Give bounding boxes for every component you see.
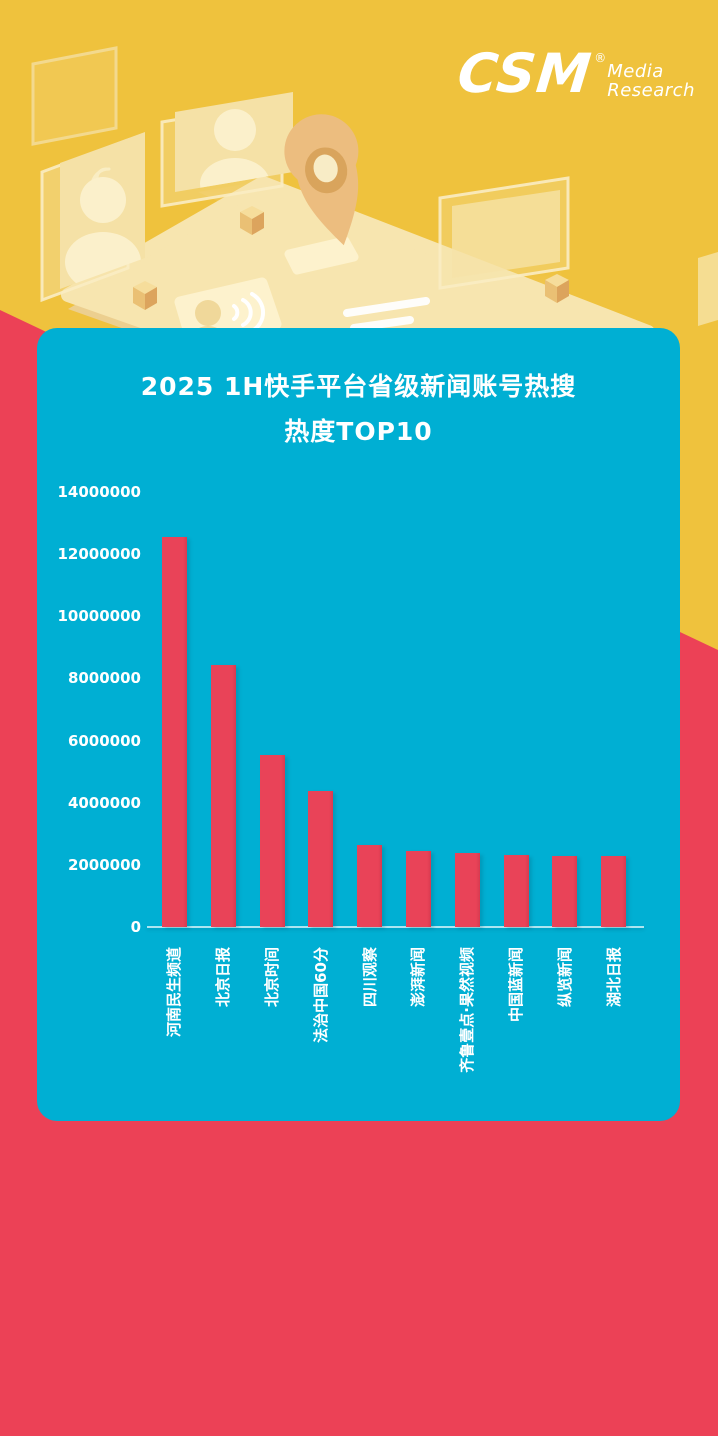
bar xyxy=(357,845,383,927)
y-axis-tick-label: 6000000 xyxy=(67,731,141,750)
text-lines-icon xyxy=(343,297,430,332)
y-axis-tick-label: 10000000 xyxy=(57,607,142,626)
cube-icon xyxy=(133,281,157,310)
chart-title-line1: 2025 1H快手平台省级新闻账号热搜 xyxy=(140,372,577,401)
y-axis-tick-label: 12000000 xyxy=(57,545,142,564)
bar xyxy=(161,536,187,927)
x-axis-tick-label: 四川观察 xyxy=(360,947,379,1008)
x-axis-tick-label: 纵览新闻 xyxy=(555,947,574,1008)
x-axis-line xyxy=(147,926,644,928)
bar xyxy=(552,855,578,927)
y-axis-tick-label: 8000000 xyxy=(67,669,141,688)
tablet-card-icon xyxy=(284,236,359,275)
y-axis-tick-label: 0 xyxy=(130,918,141,936)
y-axis-tick-label: 4000000 xyxy=(67,793,141,812)
bar xyxy=(259,754,285,927)
x-axis-tick-label: 北京日报 xyxy=(214,947,233,1008)
x-axis-tick-label: 河南民生频道 xyxy=(165,947,184,1038)
bar xyxy=(601,856,627,927)
csm-logo-subtitle-line1: Media xyxy=(607,61,664,82)
csm-logo-subtitle: Media Research xyxy=(607,62,695,100)
chart-title-line2: 热度TOP10 xyxy=(284,417,433,446)
tablet-illustration xyxy=(31,46,718,345)
photo-frame-icon xyxy=(31,46,118,146)
x-axis-tick-label: 澎湃新闻 xyxy=(409,947,428,1008)
registered-mark-icon: ® xyxy=(594,51,607,65)
avatar-icon xyxy=(65,177,141,289)
photo-frame-icon xyxy=(40,132,145,303)
x-axis-tick-label: 湖北日报 xyxy=(604,947,623,1008)
bar xyxy=(503,854,529,927)
cube-icon xyxy=(240,206,264,235)
x-axis-tick-label: 中国蓝新闻 xyxy=(507,947,525,1023)
chart-title: 2025 1H快手平台省级新闻账号热搜 热度TOP10 xyxy=(37,364,680,454)
x-axis-tick-label: 北京时间 xyxy=(263,947,281,1008)
location-pin-icon xyxy=(284,114,359,246)
csm-logo-subtitle-line2: Research xyxy=(607,80,695,101)
bar-chart: 0 2000000 4000000 6000000 8000000 10000000 120… xyxy=(37,328,680,1121)
x-axis-tick-label: 法治中国60分 xyxy=(311,947,330,1043)
banner-panel-icon xyxy=(698,252,718,326)
y-axis-tick-label: 14000000 xyxy=(57,483,142,501)
csm-logo: CSM ® Media Research xyxy=(454,42,695,105)
signal-arcs-icon xyxy=(90,167,111,188)
bar xyxy=(405,850,431,927)
bar xyxy=(210,665,236,927)
photo-frame-icon xyxy=(160,92,293,208)
cube-icon xyxy=(545,274,569,303)
bar xyxy=(454,852,480,927)
csm-logo-text: CSM xyxy=(454,42,595,105)
chart-card: 2025 1H快手平台省级新闻账号热搜 热度TOP10 0 2000000 4000… xyxy=(37,328,680,1121)
banner-panel-icon xyxy=(438,176,570,290)
y-axis-tick-label: 2000000 xyxy=(67,855,141,874)
x-axis-tick-label: 齐鲁壹点·果然视频 xyxy=(458,947,477,1073)
bar xyxy=(308,790,334,927)
